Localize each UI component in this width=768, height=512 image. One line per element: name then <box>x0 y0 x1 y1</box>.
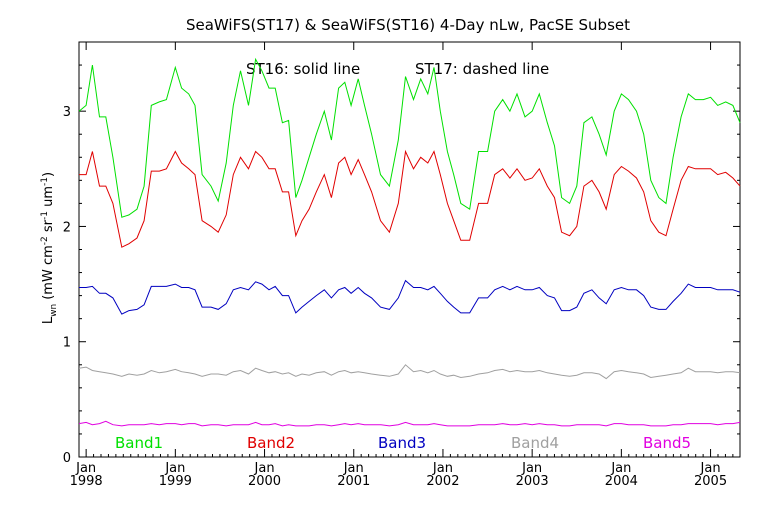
x-tick-month: Jan <box>75 461 96 476</box>
series-band3-line <box>79 279 741 315</box>
plot-frame <box>78 41 741 458</box>
legend: Band1 Band2 Band3 Band4 Band5 <box>115 434 691 452</box>
series-band5-line <box>78 420 741 427</box>
y-axis-label-sub: wn <box>49 304 59 317</box>
legend-band2: Band2 <box>247 434 295 452</box>
legend-band5: Band5 <box>643 434 691 452</box>
y-axis-label-exp3: -1 <box>40 177 50 186</box>
series-band2-line <box>79 149 741 248</box>
chart-title: SeaWiFS(ST17) & SeaWiFS(ST16) 4-Day nLw,… <box>186 16 630 34</box>
series-band1-line <box>78 57 741 218</box>
y-axis-label-main: L <box>41 316 56 324</box>
y-axis-label-exp1: -2 <box>40 236 50 245</box>
y-axis-ticks: 0 1 2 3 <box>63 64 740 466</box>
legend-band4: Band4 <box>511 434 559 452</box>
x-tick-year: 2004 <box>605 474 638 489</box>
y-tick-label: 2 <box>63 220 71 235</box>
y-axis-label: Lwn(mW cm-2 sr-1 um-1) <box>40 172 59 324</box>
x-tick-year: 1999 <box>159 474 192 489</box>
legend-band1: Band1 <box>115 434 163 452</box>
series-band4-line <box>78 364 741 380</box>
x-tick-month: Jan <box>700 461 721 476</box>
annotation-dashed-line: ST17: dashed line <box>415 60 549 78</box>
x-tick-year: 2000 <box>248 474 281 489</box>
y-axis-label-units-mid1: sr <box>41 219 56 236</box>
y-tick-label: 1 <box>63 336 71 351</box>
y-axis-label-units-mid2: um <box>41 186 56 211</box>
x-tick-month: Jan <box>610 461 631 476</box>
x-tick-month: Jan <box>432 461 453 476</box>
x-tick-year: 2005 <box>694 474 727 489</box>
annotation-solid-line: ST16: solid line <box>246 60 360 78</box>
x-tick-year: 2003 <box>516 474 549 489</box>
y-tick-label: 0 <box>63 451 71 466</box>
x-tick-year: 1998 <box>70 474 103 489</box>
x-axis-ticks: Jan1998Jan1999Jan2000Jan2001Jan2002Jan20… <box>70 42 734 489</box>
y-axis-label-exp2: -1 <box>40 211 50 220</box>
x-tick-year: 2002 <box>426 474 459 489</box>
x-tick-month: Jan <box>521 461 542 476</box>
x-tick-month: Jan <box>254 461 275 476</box>
y-tick-label: 3 <box>63 105 71 120</box>
legend-band3: Band3 <box>378 434 426 452</box>
y-axis-label-units-suffix: ) <box>41 172 56 177</box>
y-axis-label-units-prefix: (mW cm <box>41 245 56 300</box>
series-lines <box>78 57 741 427</box>
x-tick-month: Jan <box>164 461 185 476</box>
x-tick-year: 2001 <box>337 474 370 489</box>
x-tick-month: Jan <box>343 461 364 476</box>
